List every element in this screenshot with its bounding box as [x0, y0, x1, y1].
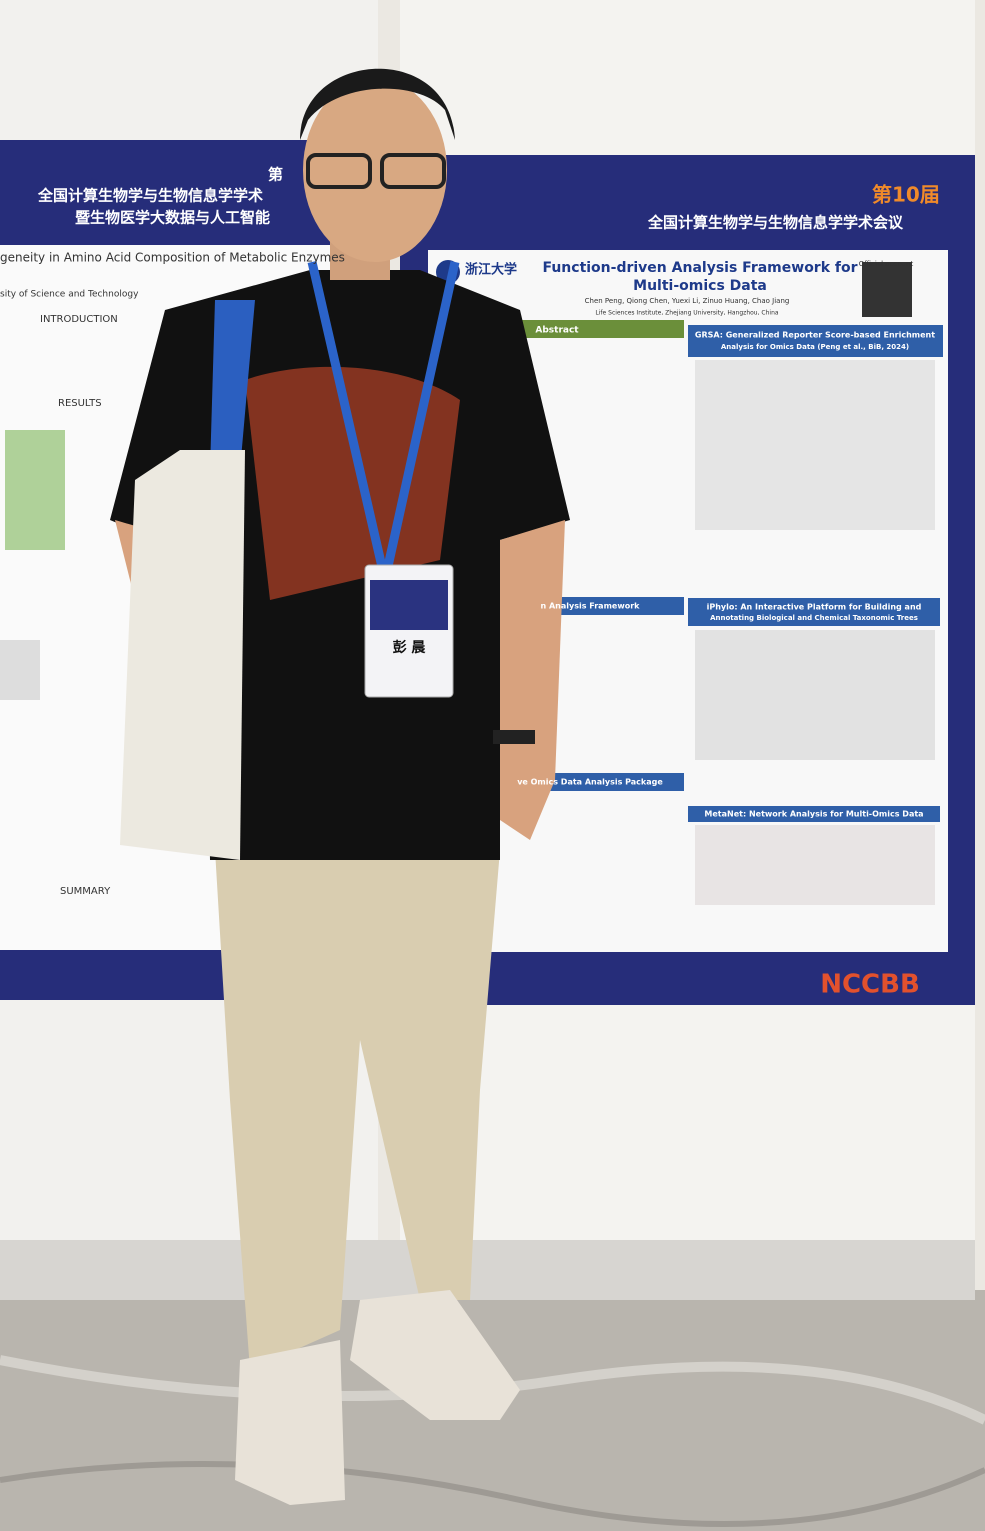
section-heading: INTRODUCTION [40, 314, 118, 325]
floor-marble [0, 1461, 985, 1527]
panel-title: Analysis for Omics Data (Peng et al., Bi… [721, 343, 909, 351]
university-name: 浙江大学 [465, 262, 517, 278]
badge-header [370, 580, 448, 630]
panel-title: Annotating Biological and Chemical Taxon… [710, 614, 918, 622]
shirt-print [245, 366, 460, 600]
poster-institute: Life Sciences Institute, Zhejiang Univer… [595, 310, 778, 317]
right-header-number: 第10届 [872, 183, 940, 207]
panel-figure [695, 825, 935, 905]
face [303, 78, 447, 262]
section-heading: SUMMARY [60, 886, 111, 897]
panel-header [688, 325, 943, 357]
watch [493, 730, 535, 744]
badge-name: 彭 晨 [393, 639, 427, 656]
footer-logo: NCCBB [820, 970, 920, 1000]
poster-figure [5, 430, 65, 550]
right-header-line: 全国计算生物学与生物信息学学术会议 [647, 214, 904, 232]
left-header-prefix: 第 [268, 166, 283, 184]
hair [300, 68, 455, 140]
glasses [380, 153, 446, 189]
panel-title: GRSA: Generalized Reporter Score-based E… [695, 331, 935, 340]
poster-figure [0, 640, 40, 700]
stand-base [0, 1240, 975, 1300]
official-account: Official account [859, 260, 914, 268]
qr-code [862, 262, 912, 317]
panel-header [688, 806, 940, 822]
panel-title: Abstract [535, 326, 579, 336]
left-header-line: 全国计算生物学与生物信息学学术 [37, 187, 263, 205]
panel-title: n Analysis Framework [541, 602, 641, 611]
person [110, 68, 570, 1505]
poster-title: Multi-omics Data [633, 278, 767, 294]
left-poster-title: geneity in Amino Acid Composition of Met… [0, 251, 345, 265]
left-poster-affiliation: sity of Science and Technology [0, 290, 139, 300]
floor-marble [0, 1355, 985, 1425]
panel-title: ve Omics Data Analysis Package [517, 778, 663, 787]
poster-authors: Chen Peng, Qiong Chen, Yuexi Li, Zinuo H… [585, 297, 790, 305]
glasses [306, 153, 372, 189]
bag-strap [210, 300, 255, 470]
panel-title: iPhylo: An Interactive Platform for Buil… [707, 603, 922, 612]
section-heading: RESULTS [58, 398, 102, 409]
panel-figure [695, 630, 935, 760]
shoe [235, 1340, 345, 1505]
panel-title: MetaNet: Network Analysis for Multi-Omic… [704, 810, 923, 819]
tote-bag [120, 450, 245, 860]
left-header-line: 暨生物医学大数据与人工智能 [75, 209, 270, 227]
poster-title: Function-driven Analysis Framework for [542, 260, 857, 276]
pants [215, 850, 500, 1370]
shoe [350, 1290, 520, 1420]
arm [500, 520, 565, 840]
panel-figure [695, 360, 935, 530]
panel-header [688, 598, 940, 626]
